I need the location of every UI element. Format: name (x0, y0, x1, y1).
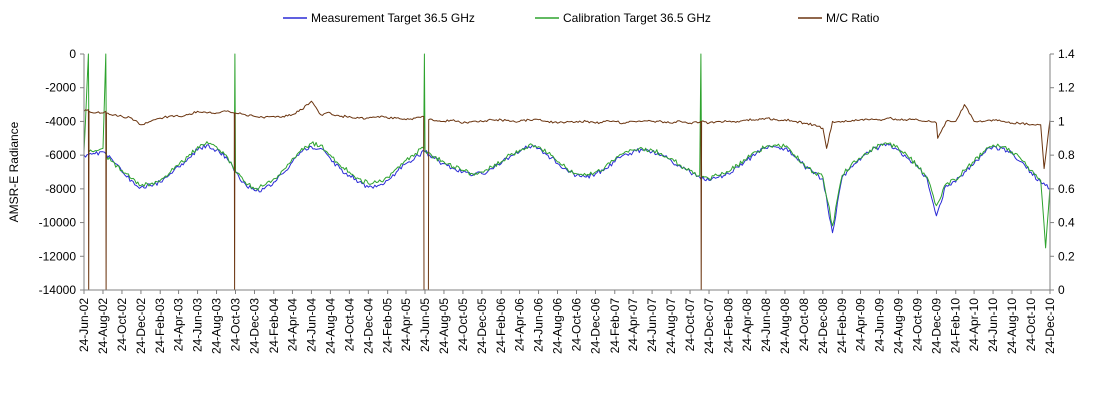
x-tick-label: 24-Dec-05 (475, 298, 489, 354)
x-tick-label: 24-Jun-03 (191, 298, 205, 352)
x-tick-label: 24-Apr-10 (967, 298, 981, 352)
left-tick-label: -14000 (39, 283, 77, 297)
x-tick-label: 24-Oct-06 (570, 298, 584, 352)
x-tick-label: 24-Apr-07 (626, 298, 640, 352)
x-tick-label: 24-Dec-02 (134, 298, 148, 354)
right-tick-label: 0 (1058, 283, 1065, 297)
left-tick-label: -8000 (45, 182, 76, 196)
x-tick-label: 24-Dec-03 (248, 298, 262, 354)
axes (83, 54, 1051, 291)
left-axis-ticks: 0 -2000 -4000 -6000 -8000 -10000 -12000 -14000 (39, 47, 84, 297)
right-tick-label: 1.2 (1058, 81, 1075, 95)
plot-lines (83, 53, 1051, 291)
x-tick-label: 24-Oct-03 (229, 298, 243, 352)
series-m-c-ratio-line (83, 100, 1051, 291)
x-tick-label: 24-Aug-03 (210, 298, 224, 354)
x-tick-label: 24-Dec-04 (361, 298, 375, 354)
x-tick-label: 24-Jun-06 (532, 298, 546, 352)
x-tick-label: 24-Feb-05 (381, 298, 395, 354)
x-tick-label: 24-Dec-06 (589, 298, 603, 354)
x-tick-label: 24-Dec-10 (1043, 298, 1057, 354)
x-tick-label: 24-Jun-05 (418, 298, 432, 352)
legend-label: Calibration Target 36.5 GHz (563, 11, 711, 25)
x-tick-label: 24-Oct-05 (456, 298, 470, 352)
x-tick-label: 24-Apr-05 (399, 298, 413, 352)
right-axis-ticks: 0 0.2 0.4 0.6 0.8 1 1.2 1.4 (1050, 47, 1075, 297)
x-tick-label: 24-Oct-07 (683, 298, 697, 352)
x-tick-label: 24-Feb-04 (267, 298, 281, 354)
left-tick-label: -6000 (45, 148, 76, 162)
y-axis-label: AMSR-E Radiance (7, 121, 21, 222)
left-tick-label: -4000 (45, 114, 76, 128)
x-tick-label: 24-Aug-05 (437, 298, 451, 354)
legend: Measurement Target 36.5 GHz Calibration T… (283, 11, 880, 25)
x-tick-label: 24-Jun-07 (645, 298, 659, 352)
right-tick-label: 1.4 (1058, 47, 1075, 61)
series-calibration-target-36-5-ghz-line (83, 53, 1051, 249)
left-tick-label: -2000 (45, 81, 76, 95)
x-tick-label: 24-Oct-08 (797, 298, 811, 352)
x-tick-label: 24-Feb-03 (153, 298, 167, 354)
x-tick-label: 24-Apr-08 (740, 298, 754, 352)
right-tick-label: 0.8 (1058, 148, 1075, 162)
x-tick-label: 24-Aug-07 (664, 298, 678, 354)
legend-item: M/C Ratio (798, 11, 880, 25)
x-tick-label: 24-Feb-10 (949, 298, 963, 354)
x-tick-label: 24-Oct-10 (1024, 298, 1038, 352)
x-tick-label: 24-Aug-09 (892, 298, 906, 354)
left-tick-label: -10000 (39, 216, 77, 230)
x-tick-label: 24-Apr-03 (172, 298, 186, 352)
x-tick-label: 24-Aug-04 (323, 298, 337, 354)
x-tick-label: 24-Apr-09 (854, 298, 868, 352)
legend-item: Calibration Target 36.5 GHz (535, 11, 711, 25)
x-tick-label: 24-Jun-04 (304, 298, 318, 352)
x-tick-label: 24-Apr-06 (513, 298, 527, 352)
legend-item: Measurement Target 36.5 GHz (283, 11, 475, 25)
x-tick-label: 24-Feb-08 (721, 298, 735, 354)
right-tick-label: 0.2 (1058, 249, 1075, 263)
legend-label: Measurement Target 36.5 GHz (311, 11, 475, 25)
x-tick-label: 24-Feb-06 (494, 298, 508, 354)
x-tick-label: 24-Jun-10 (986, 298, 1000, 352)
x-tick-label: 24-Apr-04 (285, 298, 299, 352)
x-tick-label: 24-Aug-08 (778, 298, 792, 354)
x-tick-label: 24-Oct-04 (342, 298, 356, 352)
x-tick-label: 24-Feb-07 (608, 298, 622, 354)
x-tick-label: 24-Jun-02 (77, 298, 91, 352)
x-tick-label: 24-Dec-08 (816, 298, 830, 354)
left-tick-label: -12000 (39, 249, 77, 263)
x-tick-label: 24-Dec-09 (929, 298, 943, 354)
right-tick-label: 0.4 (1058, 216, 1075, 230)
x-tick-label: 24-Feb-09 (835, 298, 849, 354)
x-tick-label: 24-Aug-10 (1005, 298, 1019, 354)
x-tick-label: 24-Jun-09 (873, 298, 887, 352)
legend-label: M/C Ratio (826, 11, 880, 25)
left-tick-label: 0 (69, 47, 76, 61)
series-measurement-target-36-5-ghz-line (83, 143, 1051, 234)
x-tick-label: 24-Oct-02 (115, 298, 129, 352)
right-tick-label: 1 (1058, 114, 1065, 128)
x-tick-label: 24-Jun-08 (759, 298, 773, 352)
x-axis-ticks: 24-Jun-02 24-Aug-02 24-Oct-02 24-Dec-02 24-F… (77, 290, 1057, 354)
right-tick-label: 0.6 (1058, 182, 1075, 196)
x-tick-label: 24-Aug-06 (551, 298, 565, 354)
x-tick-label: 24-Dec-07 (702, 298, 716, 354)
x-tick-label: 24-Aug-02 (96, 298, 110, 354)
x-tick-label: 24-Oct-09 (911, 298, 925, 352)
